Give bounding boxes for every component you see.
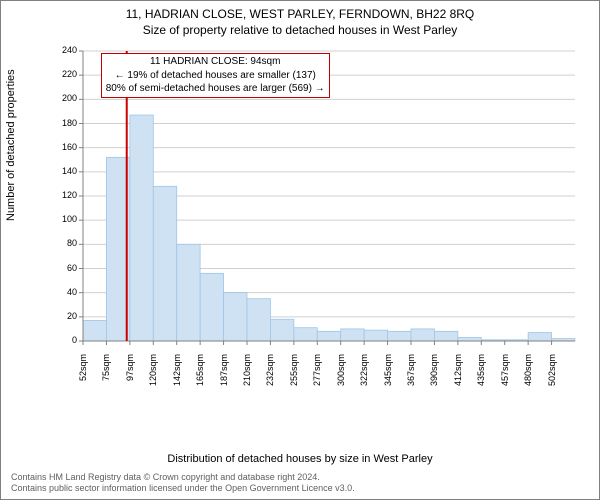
x-tick-label: 412sqm bbox=[453, 354, 463, 404]
chart-container: 11, HADRIAN CLOSE, WEST PARLEY, FERNDOWN… bbox=[0, 0, 600, 500]
x-tick-label: 502sqm bbox=[547, 354, 557, 404]
x-tick-label: 75sqm bbox=[101, 354, 111, 404]
x-tick-label: 480sqm bbox=[523, 354, 533, 404]
y-tick-label: 0 bbox=[53, 335, 77, 345]
x-tick-label: 120sqm bbox=[148, 354, 158, 404]
x-tick-label: 322sqm bbox=[359, 354, 369, 404]
x-tick-label: 52sqm bbox=[78, 354, 88, 404]
y-tick-label: 220 bbox=[53, 69, 77, 79]
x-tick-label: 142sqm bbox=[172, 354, 182, 404]
title-subtitle: Size of property relative to detached ho… bbox=[1, 23, 599, 37]
x-tick-label: 187sqm bbox=[219, 354, 229, 404]
footer-attribution: Contains HM Land Registry data © Crown c… bbox=[11, 472, 589, 495]
info-line-1: 11 HADRIAN CLOSE: 94sqm bbox=[106, 55, 325, 69]
y-tick-label: 60 bbox=[53, 263, 77, 273]
x-tick-label: 367sqm bbox=[406, 354, 416, 404]
x-tick-label: 210sqm bbox=[242, 354, 252, 404]
x-tick-label: 255sqm bbox=[289, 354, 299, 404]
plot-area: 11 HADRIAN CLOSE: 94sqm ← 19% of detache… bbox=[59, 45, 579, 395]
histogram-svg bbox=[59, 45, 579, 395]
footer-line-1: Contains HM Land Registry data © Crown c… bbox=[11, 472, 589, 484]
y-tick-label: 160 bbox=[53, 142, 77, 152]
info-line-2: ← 19% of detached houses are smaller (13… bbox=[106, 69, 325, 83]
x-tick-label: 457sqm bbox=[500, 354, 510, 404]
y-tick-label: 100 bbox=[53, 214, 77, 224]
x-tick-label: 97sqm bbox=[125, 354, 135, 404]
x-tick-label: 345sqm bbox=[383, 354, 393, 404]
info-line-3: 80% of semi-detached houses are larger (… bbox=[106, 82, 325, 96]
x-tick-label: 435sqm bbox=[476, 354, 486, 404]
y-tick-label: 40 bbox=[53, 287, 77, 297]
y-tick-label: 120 bbox=[53, 190, 77, 200]
y-tick-label: 80 bbox=[53, 238, 77, 248]
y-tick-label: 240 bbox=[53, 45, 77, 55]
x-tick-label: 300sqm bbox=[336, 354, 346, 404]
y-axis-label: Number of detached properties bbox=[5, 69, 17, 221]
title-address: 11, HADRIAN CLOSE, WEST PARLEY, FERNDOWN… bbox=[1, 7, 599, 21]
x-tick-label: 277sqm bbox=[312, 354, 322, 404]
x-tick-label: 390sqm bbox=[429, 354, 439, 404]
x-tick-label: 232sqm bbox=[265, 354, 275, 404]
x-axis-label: Distribution of detached houses by size … bbox=[1, 453, 599, 465]
x-tick-label: 165sqm bbox=[195, 354, 205, 404]
footer-line-2: Contains public sector information licen… bbox=[11, 483, 589, 495]
y-tick-label: 180 bbox=[53, 118, 77, 128]
y-tick-label: 200 bbox=[53, 93, 77, 103]
y-tick-label: 140 bbox=[53, 166, 77, 176]
y-tick-label: 20 bbox=[53, 311, 77, 321]
marker-info-box: 11 HADRIAN CLOSE: 94sqm ← 19% of detache… bbox=[101, 53, 330, 98]
